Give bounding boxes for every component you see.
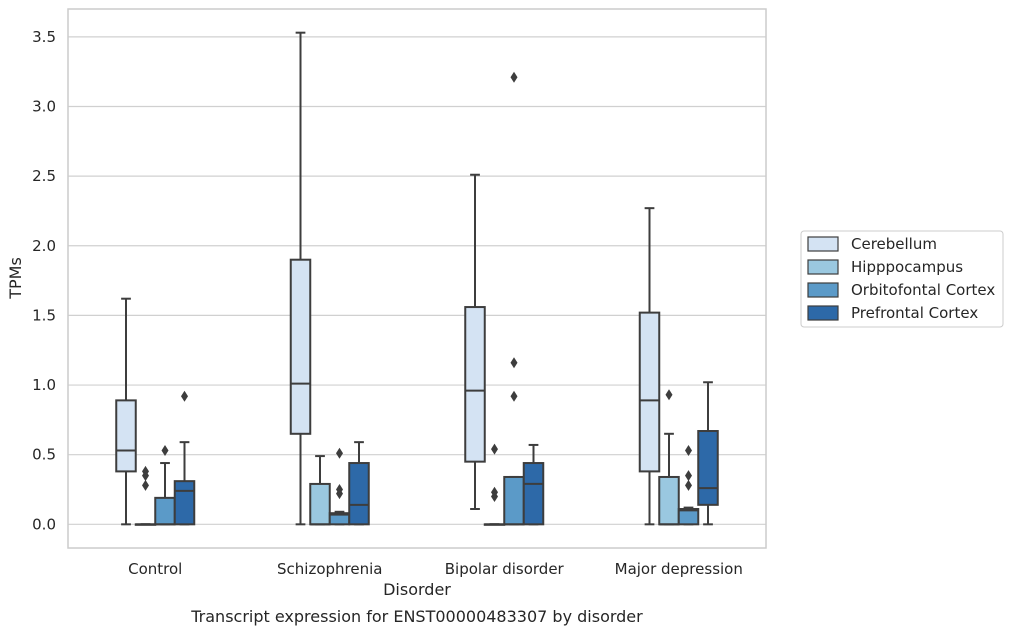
box-body — [115, 399, 137, 473]
y-tick-label: 1.5 — [32, 306, 56, 324]
outlier-point — [142, 465, 149, 477]
y-tick-label: 0.0 — [32, 515, 56, 533]
x-tick-label: Major depression — [615, 560, 743, 578]
box-body — [289, 258, 312, 435]
box-body — [697, 430, 719, 506]
box — [173, 390, 196, 526]
y-tick-label: 0.5 — [32, 446, 56, 464]
box — [464, 173, 486, 511]
y-axis-title: TPMs — [6, 257, 25, 300]
outlier-point — [510, 390, 518, 402]
box-body — [522, 462, 545, 526]
box-body — [503, 475, 525, 526]
box-plots — [115, 31, 719, 526]
box — [115, 297, 137, 526]
box — [309, 455, 331, 526]
legend-swatch — [807, 282, 839, 298]
y-tick-label: 3.0 — [32, 97, 56, 115]
outlier-point — [685, 445, 692, 457]
y-tick-label: 3.5 — [32, 28, 56, 46]
outlier-point — [491, 486, 498, 498]
y-tick-label: 1.0 — [32, 376, 56, 394]
outlier-point — [142, 479, 149, 491]
box — [348, 441, 370, 526]
box — [522, 443, 545, 526]
box-body — [309, 482, 331, 526]
x-tick-label: Schizophrenia — [277, 560, 382, 578]
box-body — [677, 508, 700, 526]
outlier-point — [510, 71, 518, 83]
box-body — [464, 306, 486, 463]
legend-label: Prefrontal Cortex — [851, 304, 978, 322]
legend-swatch — [807, 305, 839, 321]
plot-frame — [67, 8, 767, 549]
outlier-point — [685, 470, 692, 482]
x-tick-label: Control — [128, 560, 182, 578]
box — [658, 389, 680, 526]
box — [328, 447, 351, 526]
y-tick-label: 2.0 — [32, 237, 56, 255]
outlier-point — [336, 447, 343, 459]
box — [697, 381, 719, 526]
outlier-point — [665, 389, 673, 401]
box — [154, 445, 176, 526]
outlier-point — [336, 484, 343, 496]
x-tick-labels: Control Schizophrenia Bipolar disorder Majo… — [128, 560, 743, 578]
x-tick-label: Bipolar disorder — [445, 560, 565, 578]
box-body — [638, 311, 661, 473]
box — [677, 445, 700, 526]
outlier-point — [510, 357, 518, 369]
box — [134, 465, 157, 526]
box — [289, 31, 312, 526]
box — [483, 443, 506, 526]
y-tick-labels: 0.0 0.5 1.0 1.5 2.0 2.5 3.0 3.5 — [32, 28, 56, 533]
outlier-point — [491, 443, 498, 455]
x-axis-title: Disorder — [383, 580, 451, 599]
box — [638, 207, 661, 526]
legend-label: Cerebellum — [851, 235, 937, 253]
grid-lines — [68, 36, 766, 525]
chart-caption: Transcript expression for ENST0000048330… — [190, 607, 643, 626]
box — [503, 71, 525, 526]
box-body — [173, 480, 196, 526]
legend-swatch — [807, 259, 839, 275]
legend-label: Orbitofontal Cortex — [851, 281, 995, 299]
box-body — [348, 462, 370, 526]
y-tick-label: 2.5 — [32, 167, 56, 185]
legend-swatch — [807, 236, 839, 252]
outlier-point — [685, 479, 692, 491]
box-body — [154, 496, 176, 526]
legend-frame — [800, 230, 1004, 328]
outlier-point — [161, 445, 169, 457]
legend-label: Hipppocampus — [851, 258, 963, 276]
box-body — [658, 475, 680, 526]
legend: Cerebellum Hipppocampus Orbitofontal Corte… — [800, 230, 1004, 328]
outlier-point — [181, 390, 188, 402]
